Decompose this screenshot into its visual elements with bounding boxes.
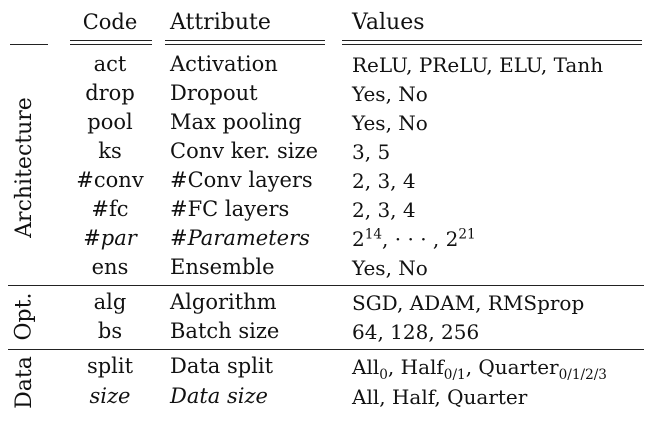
row-bs-attribute: Batch size — [170, 319, 280, 343]
row-size-values: All, Half, Quarter — [352, 385, 528, 409]
row-pool-values: Yes, No — [352, 111, 428, 135]
row-act-values: ReLU, PReLU, ELU, Tanh — [352, 53, 604, 77]
rule-header-attr-2 — [165, 44, 325, 45]
rule-architecture-end — [8, 285, 644, 286]
group-architecture-label: Architecture — [11, 96, 37, 238]
split-sep-1: , — [387, 355, 401, 379]
row-alg-values: SGD, ADAM, RMSprop — [352, 291, 585, 315]
row-fc-code: #fc — [91, 197, 129, 221]
header-attribute: Attribute — [170, 10, 271, 35]
group-data-label: Data — [11, 355, 37, 409]
split-quarter-sub: 0/1/2/3 — [558, 367, 607, 383]
row-ks-code: ks — [98, 139, 122, 163]
row-bs-code: bs — [97, 319, 123, 343]
row-pool-code: pool — [87, 110, 133, 134]
row-par-code: #par — [83, 226, 137, 250]
rule-header-val-1 — [342, 40, 642, 41]
split-all-sub: 0 — [379, 367, 388, 383]
row-ens-code: ens — [91, 255, 129, 279]
par-ellipsis: , · · · , — [382, 227, 446, 251]
split-half-sub: 0/1 — [443, 367, 466, 383]
par-base-2: 2 — [445, 227, 459, 251]
row-ks-values: 3, 5 — [352, 140, 391, 164]
header-code: Code — [82, 10, 138, 34]
row-par-attribute-text: Parameters — [187, 226, 310, 250]
row-alg-code: alg — [93, 290, 127, 314]
row-fc-attribute: #FC layers — [170, 197, 290, 221]
rule-header-val-2 — [342, 44, 642, 45]
row-conv-values: 2, 3, 4 — [352, 169, 416, 193]
row-conv-code: #conv — [76, 168, 144, 192]
group-opt-label: Opt. — [11, 292, 37, 340]
par-exp-start: 14 — [364, 226, 383, 243]
split-sep-2: , — [465, 355, 479, 379]
rule-header-code-1 — [70, 40, 152, 41]
split-all: All — [352, 355, 380, 379]
row-split-values: All0, Half0/1, Quarter0/1/2/3 — [352, 355, 607, 382]
row-act-attribute: Activation — [170, 52, 278, 76]
group-architecture: Architecture — [3, 54, 45, 280]
row-size-code: size — [89, 384, 131, 408]
row-par-attribute: #Parameters — [170, 226, 310, 250]
row-split-attribute: Data split — [170, 354, 274, 378]
rule-header-attr-1 — [165, 40, 325, 41]
row-drop-code: drop — [85, 81, 135, 105]
par-exp-end: 21 — [458, 226, 476, 243]
row-fc-values: 2, 3, 4 — [352, 198, 416, 222]
row-act-code: act — [93, 52, 127, 76]
row-alg-attribute: Algorithm — [170, 290, 277, 314]
row-ks-attribute: Conv ker. size — [170, 139, 318, 163]
row-ens-attribute: Ensemble — [170, 255, 275, 279]
row-conv-attribute: #Conv layers — [170, 168, 313, 192]
row-drop-values: Yes, No — [352, 82, 428, 106]
row-par-values: 214, · · · , 221 — [352, 226, 476, 251]
row-ens-values: Yes, No — [352, 256, 428, 280]
rule-header-code-2 — [70, 44, 152, 45]
group-opt: Opt. — [3, 288, 45, 344]
group-data: Data — [3, 352, 45, 412]
row-drop-attribute: Dropout — [170, 81, 258, 105]
rule-header-stub — [10, 44, 48, 45]
row-split-code: split — [86, 354, 134, 378]
row-bs-values: 64, 128, 256 — [352, 320, 480, 344]
row-size-attribute: Data size — [170, 384, 268, 408]
row-pool-attribute: Max pooling — [170, 110, 302, 134]
split-quarter: Quarter — [478, 355, 559, 379]
rule-opt-end — [8, 349, 644, 350]
header-values: Values — [352, 10, 425, 35]
split-half: Half — [400, 355, 444, 379]
par-base-1: 2 — [352, 227, 365, 251]
